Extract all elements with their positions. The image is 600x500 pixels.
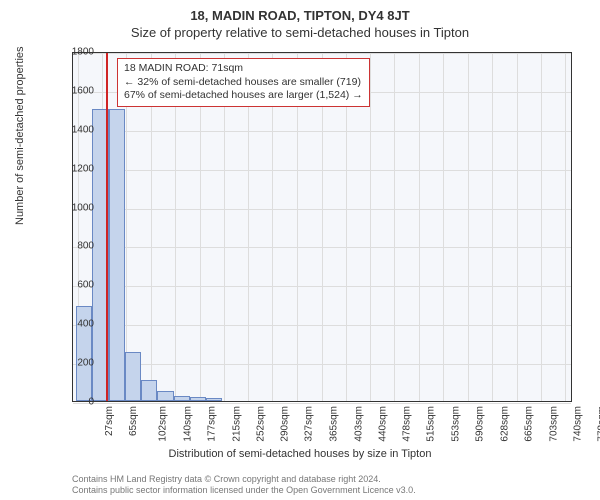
property-marker-line bbox=[106, 53, 108, 401]
x-tick-label: 65sqm bbox=[128, 406, 139, 436]
histogram-bar bbox=[141, 380, 157, 401]
footer-credits: Contains HM Land Registry data © Crown c… bbox=[72, 474, 416, 496]
annotation-line1: 18 MADIN ROAD: 71sqm bbox=[124, 62, 363, 76]
x-tick-label: 703sqm bbox=[548, 406, 559, 442]
x-tick-label: 290sqm bbox=[280, 406, 291, 442]
x-tick-label: 252sqm bbox=[255, 406, 266, 442]
gridline-v bbox=[370, 53, 371, 401]
x-tick-label: 478sqm bbox=[402, 406, 413, 442]
gridline-v bbox=[394, 53, 395, 401]
histogram-bar bbox=[125, 352, 141, 401]
x-tick-label: 403sqm bbox=[353, 406, 364, 442]
annotation-line2: ← 32% of semi-detached houses are smalle… bbox=[124, 76, 363, 90]
gridline-v bbox=[565, 53, 566, 401]
gridline-v bbox=[419, 53, 420, 401]
gridline-h bbox=[73, 403, 571, 404]
x-tick-label: 102sqm bbox=[158, 406, 169, 442]
x-tick-label: 515sqm bbox=[426, 406, 437, 442]
y-tick-label: 600 bbox=[54, 280, 94, 291]
histogram-bar bbox=[157, 391, 173, 401]
x-tick-label: 140sqm bbox=[183, 406, 194, 442]
y-tick-label: 1000 bbox=[54, 202, 94, 213]
footer-line2: Contains public sector information licen… bbox=[72, 485, 416, 496]
y-tick-label: 1200 bbox=[54, 163, 94, 174]
gridline-v bbox=[541, 53, 542, 401]
chart-area: 18 MADIN ROAD: 71sqm ← 32% of semi-detac… bbox=[72, 52, 572, 402]
annotation-line3: 67% of semi-detached houses are larger (… bbox=[124, 89, 363, 103]
y-tick-label: 800 bbox=[54, 241, 94, 252]
x-tick-label: 177sqm bbox=[207, 406, 218, 442]
gridline-v bbox=[517, 53, 518, 401]
gridline-v bbox=[443, 53, 444, 401]
histogram-bar bbox=[109, 109, 125, 401]
y-tick-label: 1800 bbox=[54, 47, 94, 58]
gridline-v bbox=[468, 53, 469, 401]
x-tick-label: 215sqm bbox=[231, 406, 242, 442]
chart-subtitle: Size of property relative to semi-detach… bbox=[0, 23, 600, 44]
footer-line1: Contains HM Land Registry data © Crown c… bbox=[72, 474, 416, 485]
gridline-v bbox=[492, 53, 493, 401]
histogram-bar bbox=[190, 397, 206, 401]
y-axis-label: Number of semi-detached properties bbox=[14, 46, 26, 225]
x-axis-label: Distribution of semi-detached houses by … bbox=[0, 448, 600, 460]
x-tick-label: 27sqm bbox=[104, 406, 115, 436]
y-tick-label: 1600 bbox=[54, 85, 94, 96]
x-tick-label: 553sqm bbox=[451, 406, 462, 442]
x-tick-label: 628sqm bbox=[499, 406, 510, 442]
x-tick-label: 327sqm bbox=[304, 406, 315, 442]
histogram-bar bbox=[174, 396, 190, 401]
x-tick-label: 440sqm bbox=[377, 406, 388, 442]
y-tick-label: 0 bbox=[54, 397, 94, 408]
chart-title-address: 18, MADIN ROAD, TIPTON, DY4 8JT bbox=[0, 0, 600, 23]
y-tick-label: 200 bbox=[54, 358, 94, 369]
y-tick-label: 400 bbox=[54, 319, 94, 330]
x-tick-label: 590sqm bbox=[475, 406, 486, 442]
y-tick-label: 1400 bbox=[54, 124, 94, 135]
annotation-box: 18 MADIN ROAD: 71sqm ← 32% of semi-detac… bbox=[117, 58, 370, 107]
x-tick-label: 665sqm bbox=[523, 406, 534, 442]
x-tick-label: 740sqm bbox=[572, 406, 583, 442]
x-tick-label: 365sqm bbox=[329, 406, 340, 442]
histogram-bar bbox=[206, 398, 222, 401]
chart-container: 18, MADIN ROAD, TIPTON, DY4 8JT Size of … bbox=[0, 0, 600, 500]
